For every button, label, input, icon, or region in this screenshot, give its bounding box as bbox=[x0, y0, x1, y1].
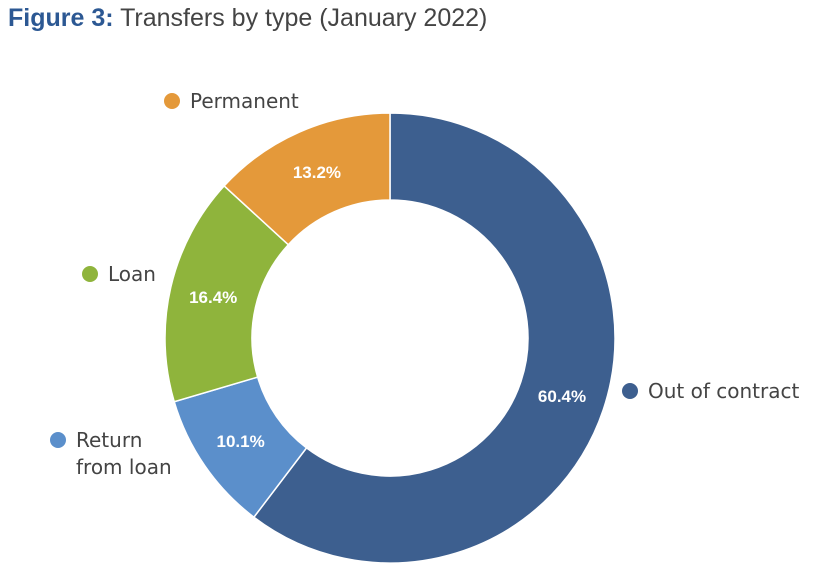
legend-label-out-of-contract: Out of contract bbox=[648, 379, 799, 403]
legend-label-loan: Loan bbox=[108, 262, 156, 286]
legend-marker-permanent bbox=[164, 93, 180, 109]
legend: Out of contract Return from loan Loan Perman… bbox=[50, 89, 799, 479]
legend-label-return-from-loan: Return from loan bbox=[76, 428, 172, 479]
slice-labels: 60.4% 10.1% 16.4% 13.2% bbox=[189, 163, 586, 451]
donut-slices bbox=[164, 112, 616, 564]
legend-marker-out-of-contract bbox=[622, 383, 638, 399]
figure-title: Transfers by type (January 2022) bbox=[120, 4, 488, 32]
figure-number: Figure 3: bbox=[8, 4, 114, 32]
legend-marker-loan bbox=[82, 266, 98, 282]
legend-label-permanent: Permanent bbox=[190, 89, 299, 113]
slice-label-return-from-loan: 10.1% bbox=[217, 432, 265, 451]
slice-label-out-of-contract: 60.4% bbox=[538, 387, 586, 406]
slice-out-of-contract bbox=[252, 112, 616, 564]
slice-label-permanent: 13.2% bbox=[293, 163, 341, 182]
legend-marker-return-from-loan bbox=[50, 432, 66, 448]
slice-permanent bbox=[223, 112, 391, 246]
chart-title: Figure 3: Transfers by type (January 202… bbox=[8, 4, 487, 33]
slice-label-loan: 16.4% bbox=[189, 288, 237, 307]
